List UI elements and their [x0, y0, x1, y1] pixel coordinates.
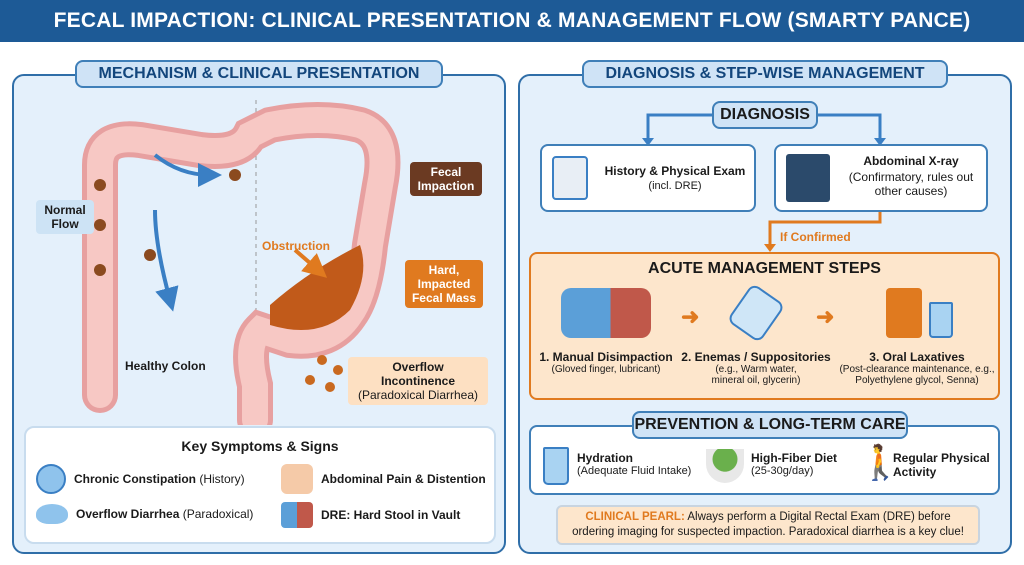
if-confirmed-label: If Confirmed: [780, 230, 851, 244]
step-title: 2. Enemas / Suppositories: [681, 350, 831, 364]
clipboard-icon: [552, 156, 588, 200]
mechanism-header: MECHANISM & CLINICAL PRESENTATION: [75, 60, 443, 88]
acute-title: ACUTE MANAGEMENT STEPS: [648, 260, 881, 277]
clinical-pearl: CLINICAL PEARL: Always perform a Digital…: [556, 505, 980, 545]
prevention-diet: High-Fiber Diet (25-30g/day): [751, 451, 837, 477]
symptom-item: DRE: Hard Stool in Vault: [281, 502, 460, 528]
salad-bowl-icon: [706, 449, 744, 483]
symptom-text: Chronic Constipation: [74, 472, 196, 486]
overflow-sub: (Paradoxical Diarrhea): [357, 388, 479, 402]
overflow-title: Overflow Incontinence: [380, 360, 455, 388]
xray-card: Abdominal X-ray (Confirmatory, rules out…: [774, 144, 988, 212]
page-title: FECAL IMPACTION: CLINICAL PRESENTATION &…: [0, 0, 1024, 42]
prevention-sub: (25-30g/day): [751, 465, 814, 477]
abdomen-icon: [281, 464, 313, 494]
symptom-note: (Paradoxical): [182, 507, 254, 521]
colon-illustration: [82, 100, 401, 425]
hp-sub: (incl. DRE): [648, 180, 702, 192]
water-drop-icon: [36, 504, 68, 524]
step-sub: (e.g., Warm water, mineral oil, glycerin…: [711, 364, 801, 386]
arrow-right-icon: ➜: [681, 304, 700, 329]
obstruction-arrow: [293, 248, 328, 278]
dre-icon: [281, 502, 313, 528]
hp-title: History & Physical Exam: [604, 164, 746, 178]
symptoms-title: Key Symptoms & Signs: [181, 438, 339, 454]
flow-arrow: [153, 153, 222, 187]
step-sub: (Gloved finger, lubricant): [551, 364, 661, 375]
prevention-sub: (Adequate Fluid Intake): [577, 465, 692, 477]
confirmed-arrow: [764, 212, 882, 252]
symptom-text: Overflow Diarrhea: [76, 507, 180, 521]
prevention-title: Hydration: [577, 451, 634, 465]
symptom-text: Abdominal Pain & Distention: [321, 472, 486, 486]
symptom-note: (History): [199, 472, 245, 486]
step-manual: 1. Manual Disimpaction (Gloved finger, lu…: [531, 350, 681, 375]
enema-bottle-icon: [726, 282, 786, 344]
symptom-item: Abdominal Pain & Distention: [281, 464, 486, 494]
obstruction-label: Obstruction: [262, 239, 330, 253]
fecal-mass: [270, 245, 364, 330]
history-physical-card: History & Physical Exam (incl. DRE): [540, 144, 756, 212]
normal-flow-label: Normal Flow: [36, 200, 94, 234]
xray-title: Abdominal X-ray: [863, 154, 959, 168]
symptom-text: DRE: Hard Stool in Vault: [321, 508, 461, 522]
pill-bottle-icon: [886, 288, 922, 338]
step-title: 1. Manual Disimpaction: [539, 350, 673, 364]
pearl-label: CLINICAL PEARL:: [585, 511, 685, 523]
healthy-colon-label: Healthy Colon: [125, 359, 206, 373]
symptom-item: Chronic Constipation (History): [36, 464, 245, 494]
xray-sub: (Confirmatory, rules out other causes): [848, 170, 974, 198]
diagnosis-arrows: [642, 113, 886, 146]
water-glass-icon: [929, 302, 953, 338]
stool-icons: [94, 169, 241, 276]
arrow-right-icon: ➜: [816, 304, 835, 329]
step-sub: (Post-clearance maintenance, e.g., Polye…: [839, 364, 995, 386]
diagnosis-title: DIAGNOSIS: [712, 101, 818, 129]
step-enemas: 2. Enemas / Suppositories (e.g., Warm wat…: [681, 350, 831, 386]
prevention-title: High-Fiber Diet: [751, 451, 837, 465]
pearl-text: Always perform a Digital Rectal Exam (DR…: [572, 511, 964, 538]
overflow-label: Overflow Incontinence (Paradoxical Diarr…: [348, 357, 488, 405]
prevention-hydration: Hydration (Adequate Fluid Intake): [577, 451, 691, 477]
gloved-finger-icon: [561, 288, 651, 338]
sad-face-icon: [36, 464, 66, 494]
step-title: 3. Oral Laxatives: [869, 350, 965, 364]
prevention-activity: Regular Physical Activity: [893, 451, 990, 479]
step-laxatives: 3. Oral Laxatives (Post-clearance mainten…: [836, 350, 998, 386]
walking-person-icon: 🚶: [859, 444, 902, 482]
prevention-title: PREVENTION & LONG-TERM CARE: [632, 411, 908, 439]
symptoms-box: Key Symptoms & Signs Chronic Constipatio…: [24, 426, 496, 544]
symptom-item: Overflow Diarrhea (Paradoxical): [36, 504, 253, 524]
xray-icon: [786, 154, 830, 202]
management-header: DIAGNOSIS & STEP-WISE MANAGEMENT: [582, 60, 948, 88]
fecal-impaction-label: Fecal Impaction: [410, 162, 482, 196]
drip-icons: [305, 355, 343, 392]
acute-management-box: ACUTE MANAGEMENT STEPS ➜ ➜ 1. Manual Dis…: [529, 252, 1000, 400]
water-glass-icon: [543, 447, 569, 485]
hard-mass-label: Hard, Impacted Fecal Mass: [405, 260, 483, 308]
